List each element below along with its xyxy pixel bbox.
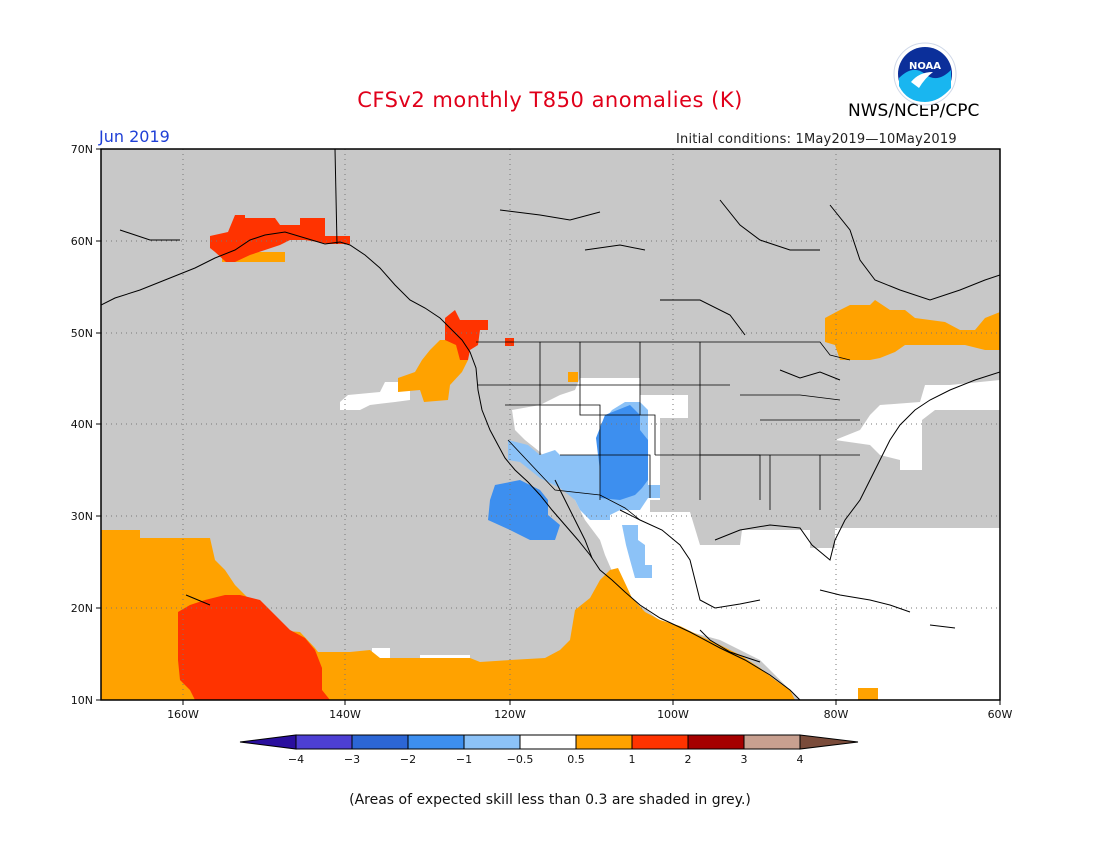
colorbar-swatch-neg4-neg3 [295,734,353,750]
lon-label-60w: 60W [988,708,1013,721]
lon-label-80w: 80W [824,708,849,721]
axis-ticks [96,148,1001,705]
lat-label-30n: 30N [71,510,93,523]
colorbar-label: −2 [400,753,416,766]
svg-text:NOAA: NOAA [909,61,941,72]
colorbar-swatch-1-2 [631,734,689,750]
noaa-logo-icon: NOAA [893,42,957,106]
lon-label-120w: 120W [494,708,526,721]
colorbar-label: −1 [456,753,472,766]
initial-conditions: Initial conditions: 1May2019—10May2019 [676,132,957,147]
warm-anomaly-red [178,215,514,700]
map-field [101,149,1000,700]
colorbar-label: 0.5 [567,753,585,766]
cold-anomaly-medium [488,405,648,540]
lon-label-100w: 100W [657,708,689,721]
colorbar-swatch-above-4 [799,734,859,750]
lat-label-70n: 70N [71,143,93,156]
colorbar-label: 4 [797,753,804,766]
colorbar-swatch-neg05-05 [519,734,577,750]
lat-label-20n: 20N [71,602,93,615]
colorbar-swatch-neg2-neg1 [407,734,465,750]
lon-label-160w: 160W [167,708,199,721]
political-borders [476,341,860,521]
lat-label-10n: 10N [71,694,93,707]
lat-label-50n: 50N [71,327,93,340]
skill-footnote: (Areas of expected skill less than 0.3 a… [349,792,751,808]
colorbar-swatch-2-3 [687,734,745,750]
forecast-month: Jun 2019 [99,127,170,146]
agency-label: NWS/NCEP/CPC [848,101,980,121]
coastlines [101,149,1000,700]
colorbar-label: −4 [288,753,304,766]
colorbar-label: −3 [344,753,360,766]
lat-label-40n: 40N [71,418,93,431]
lat-label-60n: 60N [71,235,93,248]
colorbar-swatch-neg1-neg05 [463,734,521,750]
colorbar-label: 1 [629,753,636,766]
colorbar-label: 2 [685,753,692,766]
colorbar-label: 3 [741,753,748,766]
colorbar: −4 −3 −2 −1 −0.5 0.5 1 2 3 4 [239,734,859,766]
graticule [101,149,1000,700]
lon-label-140w: 140W [329,708,361,721]
colorbar-swatch-05-1 [575,734,633,750]
colorbar-label: −0.5 [507,753,534,766]
colorbar-swatch-3-4 [743,734,801,750]
colorbar-swatch-below-neg4 [239,734,297,750]
colorbar-swatch-neg3-neg2 [351,734,409,750]
map-title: CFSv2 monthly T850 anomalies (K) [357,88,743,112]
